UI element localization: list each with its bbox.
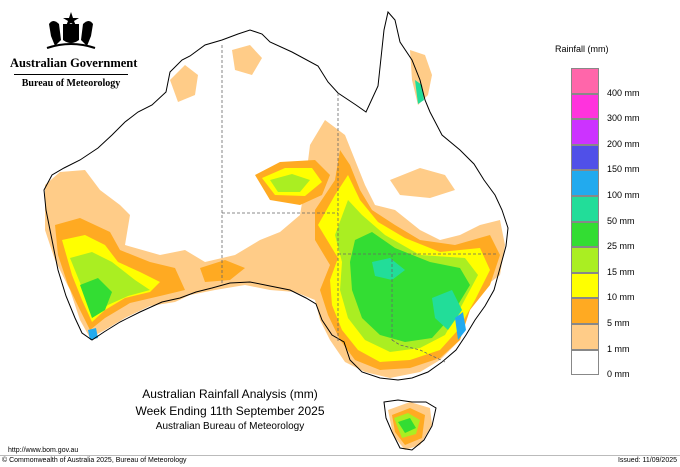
footer-divider bbox=[0, 455, 680, 456]
logo-divider bbox=[14, 74, 128, 75]
legend-swatch bbox=[571, 68, 599, 94]
government-name: Australian Government bbox=[10, 56, 138, 70]
legend-title: Rainfall (mm) bbox=[555, 44, 609, 54]
legend-swatch bbox=[571, 298, 599, 324]
commonwealth-coat-of-arms-icon bbox=[46, 12, 96, 49]
copyright-notice: © Commonwealth of Australia 2025, Bureau… bbox=[2, 457, 187, 464]
legend-swatch bbox=[571, 119, 599, 145]
legend-swatch bbox=[571, 93, 599, 120]
legend-label: 1 mm bbox=[607, 343, 630, 354]
legend-swatch bbox=[571, 221, 599, 248]
map-source: Australian Bureau of Meteorology bbox=[155, 421, 305, 432]
legend-swatch bbox=[571, 196, 599, 222]
legend-label: 50 mm bbox=[607, 215, 635, 226]
legend-swatch bbox=[571, 170, 599, 196]
website-link[interactable]: http://www.bom.gov.au bbox=[8, 447, 79, 454]
rainfall-layer-50mm bbox=[372, 80, 462, 330]
rainfall-layer-100mm bbox=[88, 312, 466, 340]
legend-label: 100 mm bbox=[607, 190, 640, 200]
map-period: Week Ending 11th September 2025 bbox=[135, 404, 325, 418]
map-title: Australian Rainfall Analysis (mm) bbox=[142, 387, 318, 401]
government-logo: Australian Government Bureau of Meteorol… bbox=[10, 10, 138, 89]
legend-label: 150 mm bbox=[607, 164, 640, 175]
legend-label: 10 mm bbox=[607, 292, 635, 303]
legend-label: 5 mm bbox=[607, 318, 630, 328]
legend-label: 25 mm bbox=[607, 241, 635, 252]
issued-date: Issued: 11/09/2025 bbox=[617, 457, 677, 464]
legend-swatch bbox=[571, 247, 599, 273]
legend-swatch bbox=[571, 144, 599, 171]
agency-name: Bureau of Meteorology bbox=[21, 78, 121, 89]
state-borders bbox=[221, 45, 496, 363]
legend-label: 400 mm bbox=[607, 87, 640, 98]
legend-swatch bbox=[571, 324, 599, 350]
legend-swatch bbox=[571, 349, 599, 376]
legend-swatch bbox=[571, 272, 599, 299]
legend-label: 200 mm bbox=[607, 138, 640, 149]
legend-label: 0 mm bbox=[607, 369, 630, 380]
coastline bbox=[43, 10, 509, 451]
legend-label: 300 mm bbox=[607, 113, 640, 124]
legend-label: 15 mm bbox=[607, 266, 635, 277]
